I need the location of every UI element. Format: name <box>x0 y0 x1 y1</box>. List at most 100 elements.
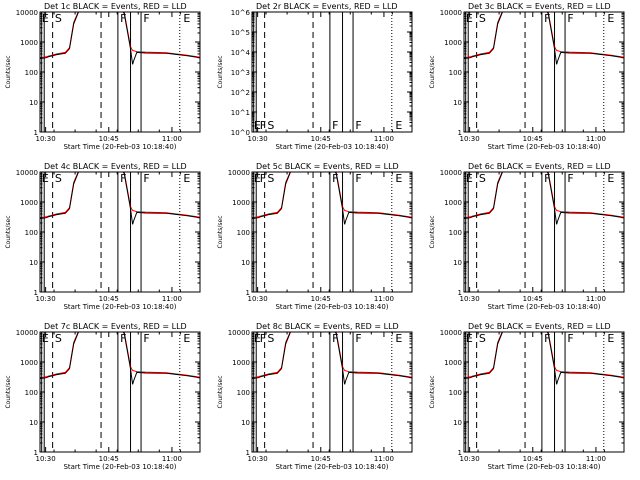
x-axis-label: Start Time (20-Feb-03 10:18:40) <box>487 463 600 471</box>
flag-label: E <box>42 12 49 25</box>
flag-label: F <box>567 332 573 345</box>
x-tick-label: 10:30 <box>460 135 480 143</box>
y-tick-label: 10 <box>241 259 250 267</box>
chart-title: Det 6c BLACK = Events, RED = LLD <box>468 162 611 171</box>
x-tick-label: 11:00 <box>586 295 606 303</box>
x-axis-label: Start Time (20-Feb-03 10:18:40) <box>275 463 388 471</box>
plot-frame <box>251 11 413 133</box>
series-line-events <box>464 12 624 65</box>
plot-frame <box>251 331 413 453</box>
y-tick-label: 1 <box>34 129 38 137</box>
x-axis-label: Start Time (20-Feb-03 10:18:40) <box>487 303 600 311</box>
plot-frame <box>251 171 413 293</box>
y-tick-label: 100 <box>25 389 38 397</box>
x-tick-label: 11:00 <box>162 135 182 143</box>
flag-label: F <box>120 172 126 185</box>
y-tick-label: 10^6 <box>231 9 251 17</box>
x-axis-label: Start Time (20-Feb-03 10:18:40) <box>275 143 388 151</box>
flag-label: F <box>355 172 361 185</box>
flag-label: F <box>143 172 149 185</box>
x-tick-label: 10:45 <box>523 295 543 303</box>
plot-frame <box>39 331 201 453</box>
y-tick-label: 10^0 <box>231 129 250 137</box>
x-axis-label: Start Time (20-Feb-03 10:18:40) <box>63 303 176 311</box>
flag-label: E <box>395 172 402 185</box>
x-tick-label: 11:00 <box>162 455 182 463</box>
marker-lines <box>465 12 605 132</box>
y-axis-label: Counts/sec <box>5 55 12 88</box>
flag-label: S <box>267 119 274 132</box>
y-tick-label: 1 <box>246 449 250 457</box>
flag-label: F <box>143 332 149 345</box>
y-tick-label: 10 <box>29 419 38 427</box>
flag-label: S <box>267 332 274 345</box>
flag-label: F <box>332 119 338 132</box>
y-tick-label: 10 <box>453 99 462 107</box>
y-tick-label: 100 <box>25 229 38 237</box>
flag-label: S <box>479 12 486 25</box>
y-axis-label: Counts/sec <box>217 215 224 248</box>
y-axis-label: Counts/sec <box>217 375 224 408</box>
y-tick-label: 10 <box>241 419 250 427</box>
y-tick-label: 10 <box>29 259 38 267</box>
flag-label: E <box>466 332 473 345</box>
flag-label: F <box>544 12 550 25</box>
chart-title: Det 8c BLACK = Events, RED = LLD <box>256 322 399 331</box>
x-tick-label: 10:30 <box>248 295 268 303</box>
x-tick-label: 10:45 <box>311 295 331 303</box>
series-lines <box>464 12 624 65</box>
flag-label: S <box>55 172 62 185</box>
chart-title: Det 1c BLACK = Events, RED = LLD <box>44 2 187 11</box>
series-line-lld <box>40 12 200 59</box>
x-axis-label: Start Time (20-Feb-03 10:18:40) <box>63 463 176 471</box>
y-tick-label: 1000 <box>20 39 38 47</box>
y-tick-label: 1000 <box>444 39 462 47</box>
chart-title: Det 2r BLACK = Events, RED = LLD <box>256 2 398 11</box>
y-tick-label: 10000 <box>16 329 38 337</box>
y-tick-label: 1 <box>34 289 38 297</box>
x-tick-label: 10:45 <box>99 295 119 303</box>
series-line-events <box>464 332 624 385</box>
y-tick-label: 10000 <box>228 329 250 337</box>
flag-label: S <box>479 172 486 185</box>
x-tick-label: 10:45 <box>311 455 331 463</box>
series-lines <box>40 12 200 65</box>
x-tick-label: 10:30 <box>460 455 480 463</box>
flag-label: E <box>607 332 614 345</box>
series-lines <box>464 332 624 385</box>
flag-label: S <box>479 332 486 345</box>
y-tick-label: 10000 <box>440 329 462 337</box>
x-tick-label: 11:00 <box>586 455 606 463</box>
marker-lines <box>465 332 605 452</box>
marker-lines <box>41 172 181 292</box>
series-line-lld <box>252 172 412 219</box>
flag-label: E <box>42 332 49 345</box>
y-tick-label: 10^1 <box>231 109 250 117</box>
chart-title: Det 5c BLACK = Events, RED = LLD <box>256 162 399 171</box>
x-tick-label: 10:45 <box>99 135 119 143</box>
flag-label: S <box>55 12 62 25</box>
series-line-lld <box>40 172 200 219</box>
y-tick-label: 10000 <box>440 169 462 177</box>
y-tick-label: 10^2 <box>231 89 250 97</box>
y-tick-label: 1000 <box>444 199 462 207</box>
marker-lines <box>253 12 393 132</box>
y-axis-label: Counts/sec <box>429 375 436 408</box>
flag-label: F <box>260 332 266 345</box>
y-tick-label: 10^4 <box>231 49 251 57</box>
y-tick-label: 10000 <box>228 169 250 177</box>
y-tick-label: 100 <box>449 389 462 397</box>
y-tick-label: 10 <box>453 419 462 427</box>
x-tick-label: 10:45 <box>523 455 543 463</box>
y-axis-label: Counts/sec <box>217 55 224 88</box>
y-tick-label: 100 <box>449 229 462 237</box>
x-tick-label: 10:30 <box>460 295 480 303</box>
chart-title: Det 9c BLACK = Events, RED = LLD <box>468 322 611 331</box>
x-tick-label: 11:00 <box>162 295 182 303</box>
